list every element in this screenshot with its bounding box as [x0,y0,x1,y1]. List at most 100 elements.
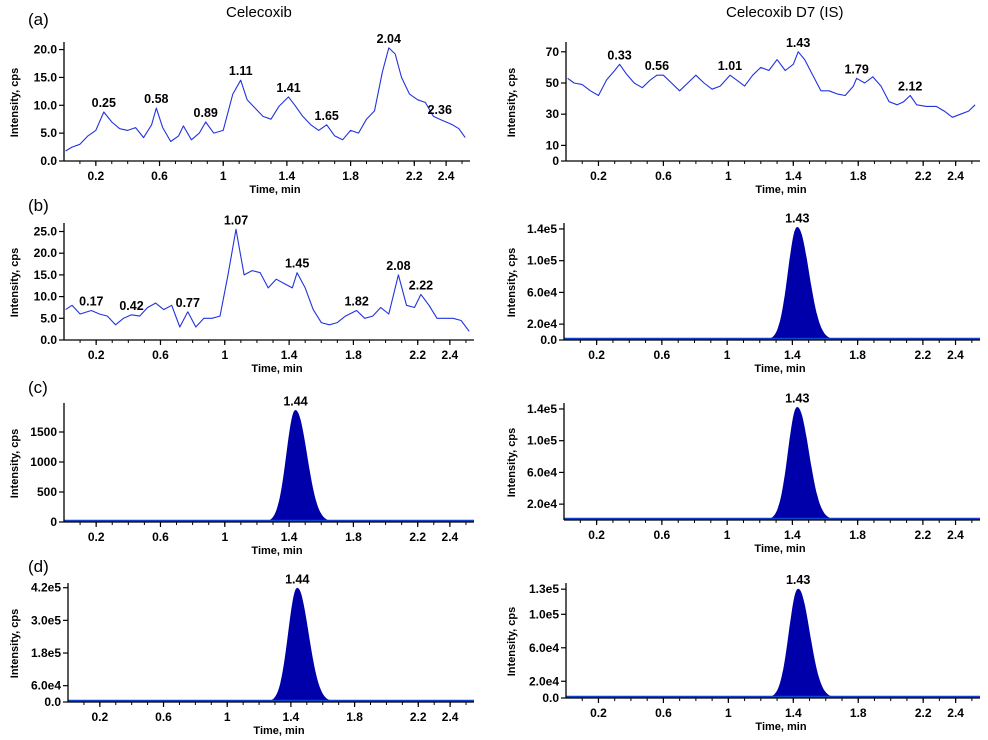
x-tick-label: 1 [725,706,732,720]
peak-label: 1.07 [224,213,248,227]
x-tick-label: 2.2 [406,169,423,183]
x-tick-label: 1.4 [785,706,802,720]
x-tick-label: 2.2 [915,348,932,362]
x-tick-label: 1.8 [850,169,867,183]
x-tick-label: 1.4 [785,169,802,183]
x-tick-label: 2.2 [915,706,932,720]
y-tick-label: 5.0 [40,126,57,140]
y-axis-label: Intensity, cps [506,607,518,676]
y-tick-label: 0.0 [40,333,57,347]
x-tick-label: 2.4 [442,710,459,724]
row-label-b: (b) [28,196,49,215]
y-tick-label: 70 [546,45,560,59]
x-tick-label: 0.2 [88,348,105,362]
chart-b-left: 0.17 0.42 0.77 1.07 1.45 1.82 2.08 2.22 0.2 0.6 1 1… [9,213,474,375]
y-tick-label: 1.4e5 [527,222,557,236]
y-tick-label: 2.0e4 [527,497,557,511]
y-tick-label: 20.0 [34,43,58,57]
x-tick-label: 1.8 [345,348,362,362]
x-tick-label: 0.6 [155,710,172,724]
x-tick-label: 2.4 [947,348,964,362]
peak-label: 1.43 [785,211,809,225]
x-tick-label: 2.2 [915,528,932,542]
y-axis-label: Intensity, cps [9,609,21,678]
y-axis-label: Intensity, cps [506,68,518,137]
peak-area [247,409,357,523]
y-tick-label: 0.0 [40,154,57,168]
x-tick-label: 1 [220,169,227,183]
peak-label: 1.01 [718,59,742,73]
y-tick-label: 3.0e5 [31,613,61,627]
y-tick-label: 10 [546,138,560,152]
x-tick-label: 1 [724,348,731,362]
chart-d-right: 1.43 0.2 0.6 1 1.4 1.8 2.2 2.4 0.0 2.0e4 6.0e4 1.0e… [506,573,980,733]
y-tick-label: 2.0e4 [529,674,559,688]
x-tick-label: 0.6 [151,169,168,183]
x-tick-label: 1.8 [850,706,867,720]
row-label-d: (d) [28,557,49,576]
row-label-a: (a) [28,10,49,29]
x-tick-label: 2.4 [947,706,964,720]
chart-c-right: 1.43 0.2 0.6 1 1.4 1.8 2.2 2.4 2.0e4 6.0e4 1.0e5 1.… [506,391,980,555]
y-tick-label: 6.0e4 [527,465,557,479]
x-tick-label: 0.6 [655,169,672,183]
column-title-celecoxib: Celecoxib [226,4,292,21]
x-tick-label: 1.4 [784,528,801,542]
y-tick-label: 1.0e5 [529,607,559,621]
x-tick-label: 0.6 [654,348,671,362]
x-tick-label: 2.4 [442,530,459,544]
peak-label: 0.42 [119,299,143,313]
y-axis-label: Intensity, cps [506,248,518,317]
y-tick-label: 0.0 [44,695,61,709]
y-tick-label: 20.0 [34,246,58,260]
chart-d-left: 1.44 0.2 0.6 1 1.4 1.8 2.2 2.4 0.0 6.0e4 1.8e5 3.0e… [9,572,474,737]
column-title-celecoxib-d7: Celecoxib D7 (IS) [726,4,844,21]
x-tick-label: 1.8 [849,528,866,542]
peak-label: 1.79 [844,62,868,76]
y-tick-label: 6.0e4 [31,679,61,693]
y-tick-label: 1.8e5 [31,646,61,660]
chart-a-right: 0.33 0.56 1.01 1.43 1.79 2.12 0.2 0.6 1 1.4 1.8 2.2… [506,36,980,196]
y-tick-label: 1500 [30,425,57,439]
x-tick-label: 1.4 [283,710,300,724]
y-axis-label: Intensity, cps [9,68,21,137]
chart-a-left: 0.25 0.58 0.89 1.11 1.41 1.65 2.04 2.36 0.2 0.6 1 1… [9,32,470,196]
x-tick-label: 2.2 [409,530,426,544]
x-axis-label: Time, min [755,721,806,733]
x-tick-label: 0.6 [152,348,169,362]
peak-label: 0.33 [607,48,631,62]
row-label-c: (c) [28,378,48,397]
peak-label: 1.41 [276,81,300,95]
peak-label: 1.11 [229,64,253,78]
x-tick-label: 2.2 [409,348,426,362]
x-tick-label: 2.2 [915,169,932,183]
peak-label: 2.22 [409,278,433,292]
peak-label: 2.12 [898,79,922,93]
peak-area [249,587,358,703]
x-tick-label: 1.8 [346,710,363,724]
peak-label: 1.43 [786,36,810,50]
peak-area [749,588,860,699]
x-tick-label: 0.2 [590,169,607,183]
y-tick-label: 4.2e5 [31,581,61,595]
peak-label: 1.82 [344,294,368,308]
x-tick-label: 0.2 [88,530,105,544]
y-tick-label: 1.3e5 [529,582,559,596]
y-tick-label: 6.0e4 [527,285,557,299]
x-tick-label: 0.2 [87,169,104,183]
y-tick-label: 0.0 [540,333,557,347]
chart-c-left: 1.44 0.2 0.6 1 1.4 1.8 2.2 2.4 0 500 1000 1500 Time,… [9,394,474,557]
peak-label: 1.45 [285,257,309,271]
x-tick-label: 1.4 [281,530,298,544]
y-tick-label: 1000 [30,455,57,469]
y-tick-label: 1.4e5 [527,402,557,416]
peak-label: 1.44 [283,394,307,408]
peak-label: 2.08 [386,259,410,273]
peak-area [748,226,860,341]
y-axis-label: Intensity, cps [9,429,21,498]
x-tick-label: 0.6 [654,528,671,542]
y-tick-label: 25.0 [34,225,58,239]
peak-label: 0.25 [92,96,116,110]
x-tick-label: 1.4 [279,169,296,183]
x-tick-label: 2.4 [947,169,964,183]
